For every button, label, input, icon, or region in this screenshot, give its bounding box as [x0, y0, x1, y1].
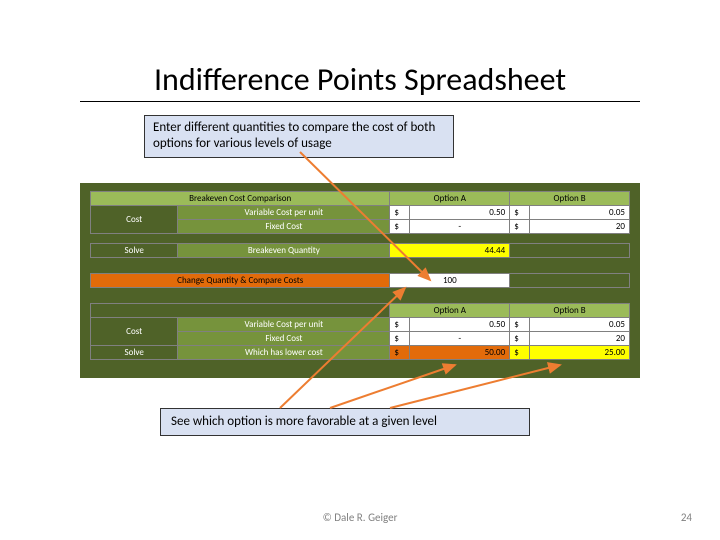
label-vc: Variable Cost per unit: [178, 206, 390, 220]
currency-symbol: $: [510, 318, 530, 332]
empty-cell: [91, 304, 390, 318]
label-which: Which has lower cost: [178, 346, 390, 360]
cell-fc-a[interactable]: -: [410, 220, 510, 234]
callout-top: Enter different quantities to compare th…: [144, 115, 454, 158]
header-option-a: Option A: [390, 192, 510, 206]
cell-vc-b[interactable]: 0.05: [530, 206, 630, 220]
header-option-a: Option A: [390, 304, 510, 318]
table-row: Solve Breakeven Quantity 44.44: [91, 244, 630, 258]
currency-symbol: $: [510, 220, 530, 234]
currency-symbol: $: [510, 346, 530, 360]
cell-vc-a2[interactable]: 0.50: [410, 318, 510, 332]
spreadsheet-region: Breakeven Cost Comparison Option A Optio…: [80, 183, 640, 378]
cell-fc-b2[interactable]: 20: [530, 332, 630, 346]
table-row: Cost Variable Cost per unit $ 0.50 $ 0.0…: [91, 206, 630, 220]
cell-change-qty[interactable]: 100: [390, 274, 510, 288]
cell-bq: 44.44: [390, 244, 510, 258]
cell-fc-a2[interactable]: -: [410, 332, 510, 346]
header-option-b: Option B: [510, 304, 630, 318]
table-row: Change Quantity & Compare Costs 100: [91, 274, 630, 288]
callout-bottom: See which option is more favorable at a …: [160, 408, 530, 436]
currency-symbol: $: [390, 220, 410, 234]
label-fc: Fixed Cost: [178, 220, 390, 234]
currency-symbol: $: [390, 206, 410, 220]
currency-symbol: $: [390, 346, 410, 360]
currency-symbol: $: [390, 332, 410, 346]
table-row: Option A Option B: [91, 304, 630, 318]
label-bq: Breakeven Quantity: [178, 244, 390, 258]
page-number: 24: [681, 511, 692, 524]
cell-result-b: 25.00: [530, 346, 630, 360]
footer-copyright: © Dale R. Geiger: [0, 511, 720, 524]
label-fc: Fixed Cost: [178, 332, 390, 346]
breakeven-table: Breakeven Cost Comparison Option A Optio…: [90, 191, 630, 360]
label-change-qty: Change Quantity & Compare Costs: [91, 274, 390, 288]
cell-vc-b2[interactable]: 0.05: [530, 318, 630, 332]
currency-symbol: $: [510, 332, 530, 346]
header-main: Breakeven Cost Comparison: [91, 192, 390, 206]
empty-cell: [510, 244, 630, 258]
table-row: Breakeven Cost Comparison Option A Optio…: [91, 192, 630, 206]
table-row: Solve Which has lower cost $ 50.00 $ 25.…: [91, 346, 630, 360]
header-option-b: Option B: [510, 192, 630, 206]
cell-vc-a[interactable]: 0.50: [410, 206, 510, 220]
table-row: Cost Variable Cost per unit $ 0.50 $ 0.0…: [91, 318, 630, 332]
currency-symbol: $: [390, 318, 410, 332]
cell-fc-b[interactable]: 20: [530, 220, 630, 234]
label-cost: Cost: [91, 318, 178, 346]
page-title: Indifference Points Spreadsheet: [80, 60, 640, 102]
label-cost: Cost: [91, 206, 178, 234]
label-solve: Solve: [91, 346, 178, 360]
label-solve: Solve: [91, 244, 178, 258]
currency-symbol: $: [510, 206, 530, 220]
empty-cell: [510, 274, 630, 288]
cell-result-a: 50.00: [410, 346, 510, 360]
label-vc: Variable Cost per unit: [178, 318, 390, 332]
